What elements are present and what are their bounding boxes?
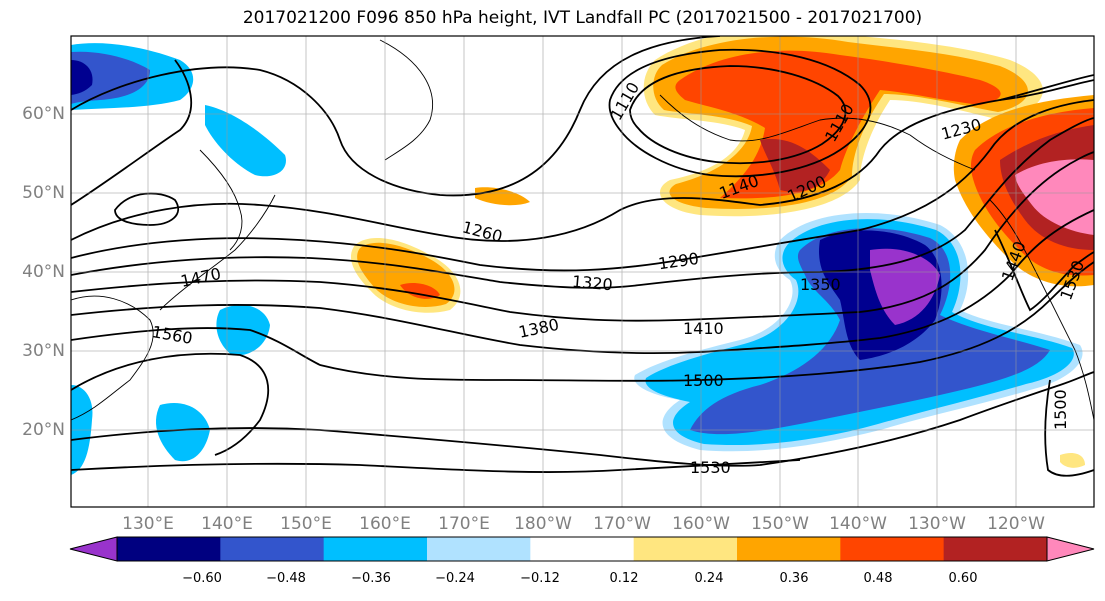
lon-label: 170°E: [438, 514, 490, 534]
gridlines: [71, 36, 1094, 507]
map-title: 2017021200 F096 850 hPa height, IVT Land…: [242, 8, 923, 28]
colorbar-segment: [427, 537, 531, 561]
colorbar-segment: [323, 537, 428, 561]
colorbar-tick-label: 0.36: [779, 571, 809, 586]
lon-label: 180°W: [514, 514, 572, 534]
colorbar-tick-label: −0.48: [266, 571, 306, 586]
lon-label: 140°E: [201, 514, 253, 534]
colorbar-tick-label: −0.24: [435, 571, 475, 586]
colorbar-tick-label: 0.12: [609, 571, 639, 586]
colorbar-extend-low: [70, 537, 117, 561]
lon-label: 170°W: [593, 514, 651, 534]
lon-label: 150°W: [751, 514, 809, 534]
contour-label: 1350: [800, 275, 841, 294]
colorbar-segment: [220, 537, 325, 561]
colorbar-segment: [737, 537, 841, 561]
lon-label: 160°E: [359, 514, 411, 534]
ivt-positive-alaska: [643, 36, 1043, 217]
lat-label: 20°N: [22, 420, 65, 440]
lat-label: 50°N: [22, 183, 65, 203]
colorbar-tick-label: 0.24: [694, 571, 724, 586]
lon-label: 150°E: [280, 514, 332, 534]
lat-label: 60°N: [22, 104, 65, 124]
colorbar-tick-label: −0.12: [520, 571, 560, 586]
contour-label: 1410: [683, 319, 724, 338]
lon-label: 130°E: [122, 514, 174, 534]
colorbar-tick-label: −0.60: [182, 571, 222, 586]
coastlines: [71, 39, 1094, 421]
colorbar-segment: [943, 537, 1048, 561]
contour-label: 1530: [690, 458, 731, 477]
lon-label: 120°W: [987, 514, 1045, 534]
colorbar-tick-label: 0.48: [863, 571, 893, 586]
contour-label: 1500: [683, 371, 724, 390]
contour-label: 1500: [1051, 389, 1070, 430]
map-frame: [70, 35, 1095, 508]
colorbar-segment: [633, 537, 738, 561]
lat-label: 30°N: [22, 341, 65, 361]
lon-label: 160°W: [672, 514, 730, 534]
colorbar-extend-high: [1047, 537, 1094, 561]
lon-label: 130°W: [908, 514, 966, 534]
colorbar-tick-label: 0.60: [948, 571, 978, 586]
colorbar-segment: [530, 537, 635, 561]
lon-label: 140°W: [829, 514, 887, 534]
colorbar-tick-label: −0.36: [351, 571, 391, 586]
contour-label: 1320: [571, 272, 613, 294]
colorbar-segment: [840, 537, 945, 561]
colorbar-segment: [117, 537, 221, 561]
height-contours: [71, 36, 1094, 477]
lat-label: 40°N: [22, 262, 65, 282]
